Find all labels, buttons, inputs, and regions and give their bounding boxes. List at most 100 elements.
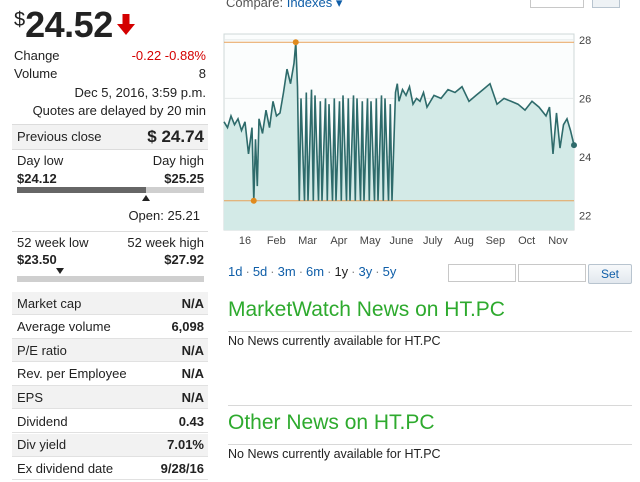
x-tick-label: Feb [267,235,286,247]
range-link-3y[interactable]: 3y [358,264,373,279]
stat-row: Market cap N/A [12,292,208,315]
separator-dot: · [270,264,275,279]
caret-down-icon: ▾ [335,0,343,10]
y-tick-label: 24 [579,152,591,164]
separator-dot: · [298,264,304,279]
stat-row: Div yield 7.01% [12,433,208,457]
x-tick-label: Apr [330,235,347,247]
change-label: Change [14,48,60,63]
price-chart[interactable]: 22 24 26 28 16 Feb Mar Apr May June July Aug Sep Oct N… [222,32,632,250]
currency-symbol: $ [14,9,26,31]
day-high-value: $25.25 [164,171,204,186]
timestamp-row: Dec 5, 2016, 3:59 p.m. [14,85,206,100]
add-button[interactable] [592,0,620,8]
stat-label: Rev. per Employee [17,366,127,382]
range-link-1d[interactable]: 1d [228,264,243,279]
price-header: $ 24.52 [14,4,135,45]
stat-row: P/E ratio N/A [12,339,208,363]
week52-range-box: 52 week low 52 week high $23.50 $27.92 [12,231,208,284]
down-arrow-icon [116,14,135,35]
x-tick-label: Aug [454,235,474,247]
week52-high-value: $27.92 [164,252,204,267]
stat-label: P/E ratio [17,342,67,358]
set-button[interactable]: Set [588,264,632,284]
week52-low-value: $23.50 [17,252,57,267]
x-tick-label: Mar [298,235,317,247]
open-price: Open: 25.21 [128,208,200,223]
separator-dot: · [327,264,332,279]
extreme-marker [292,39,299,46]
separator-dot: · [351,264,356,279]
volume-label: Volume [14,66,58,81]
range-link-6m[interactable]: 6m [306,264,325,279]
compare-control[interactable]: Compare: Indexes ▾ [226,0,342,11]
day-high-label: Day high [152,153,204,168]
stat-label: Ex dividend date [17,460,114,476]
x-tick-label: Sep [486,235,506,247]
day-range-fill [17,187,147,193]
stat-row: Dividend 0.43 [12,410,208,433]
prev-close-label: Previous close [17,129,102,144]
x-tick-label: May [360,235,381,247]
compare-input[interactable] [530,0,584,8]
x-tick-label: Nov [548,235,568,247]
start-date-input[interactable] [448,264,516,282]
compare-indexes-link[interactable]: Indexes [286,0,333,10]
day-low-value: $24.12 [17,171,57,186]
stat-value: N/A [181,295,204,311]
last-price: 24.52 [25,4,113,45]
range-link-3m[interactable]: 3m [277,264,296,279]
y-tick-label: 26 [579,93,591,105]
previous-close-box: Previous close $ 24.74 [12,124,208,149]
x-tick-label: July [423,235,443,247]
day-range-bar [17,187,204,193]
stat-value: N/A [181,389,204,405]
range-link-5y[interactable]: 5y [382,264,397,279]
range-link-1y[interactable]: 1y [334,264,349,279]
divider [228,444,632,445]
volume-value: 8 [198,66,206,81]
divider [228,405,632,406]
week52-low-label: 52 week low [17,235,89,250]
day-low-label: Day low [17,153,64,168]
stat-value: 6,098 [171,319,204,335]
other-news-title: Other News on HT.PC [228,411,435,434]
stat-row: Ex dividend date 9/28/16 [12,457,208,481]
y-tick-label: 22 [579,210,591,222]
open-marker-icon [142,195,151,201]
week52-range-bar [17,276,204,282]
stat-value: 0.43 [178,413,204,429]
chart-panel: Compare: Indexes ▾ 22 24 26 28 16 Feb Mar Apr Ma… [222,0,640,482]
stat-value: 7.01% [167,437,204,453]
stat-label: Div yield [17,437,67,453]
end-date-input[interactable] [518,264,586,282]
stat-row: Rev. per Employee N/A [12,363,208,386]
delay-note: Quotes are delayed by 20 min [32,103,206,118]
stat-row: Average volume 6,098 [12,316,208,339]
current-price-marker-icon [56,268,64,274]
range-link-5d[interactable]: 5d [252,264,268,279]
extreme-marker [250,197,257,204]
change-value: -0.22 -0.88% [131,48,206,63]
week52-high-label: 52 week high [127,235,204,250]
volume-row: Volume 8 [14,66,206,81]
separator-dot: · [375,264,380,279]
stat-value: N/A [181,366,204,382]
price-line [223,42,575,201]
prev-close-value: $ 24.74 [147,127,204,146]
x-tick-label: 16 [239,235,251,247]
x-tick-label: Oct [518,235,535,247]
day-range-box: Day low Day high $24.12 $25.25 Open: 25.… [12,149,208,227]
quote-timestamp: Dec 5, 2016, 3:59 p.m. [74,85,206,100]
marketwatch-news-empty: No News currently available for HT.PC [228,334,441,348]
compare-label: Compare: [226,0,284,10]
stat-row: EPS N/A [12,386,208,410]
stat-value: 9/28/16 [160,460,204,476]
stat-label: EPS [17,389,44,405]
last-price-marker [571,142,577,149]
delay-row: Quotes are delayed by 20 min [14,103,206,118]
separator-dot: · [245,264,250,279]
y-tick-label: 28 [579,35,591,47]
stat-label: Average volume [17,319,111,335]
stat-label: Market cap [17,295,82,311]
